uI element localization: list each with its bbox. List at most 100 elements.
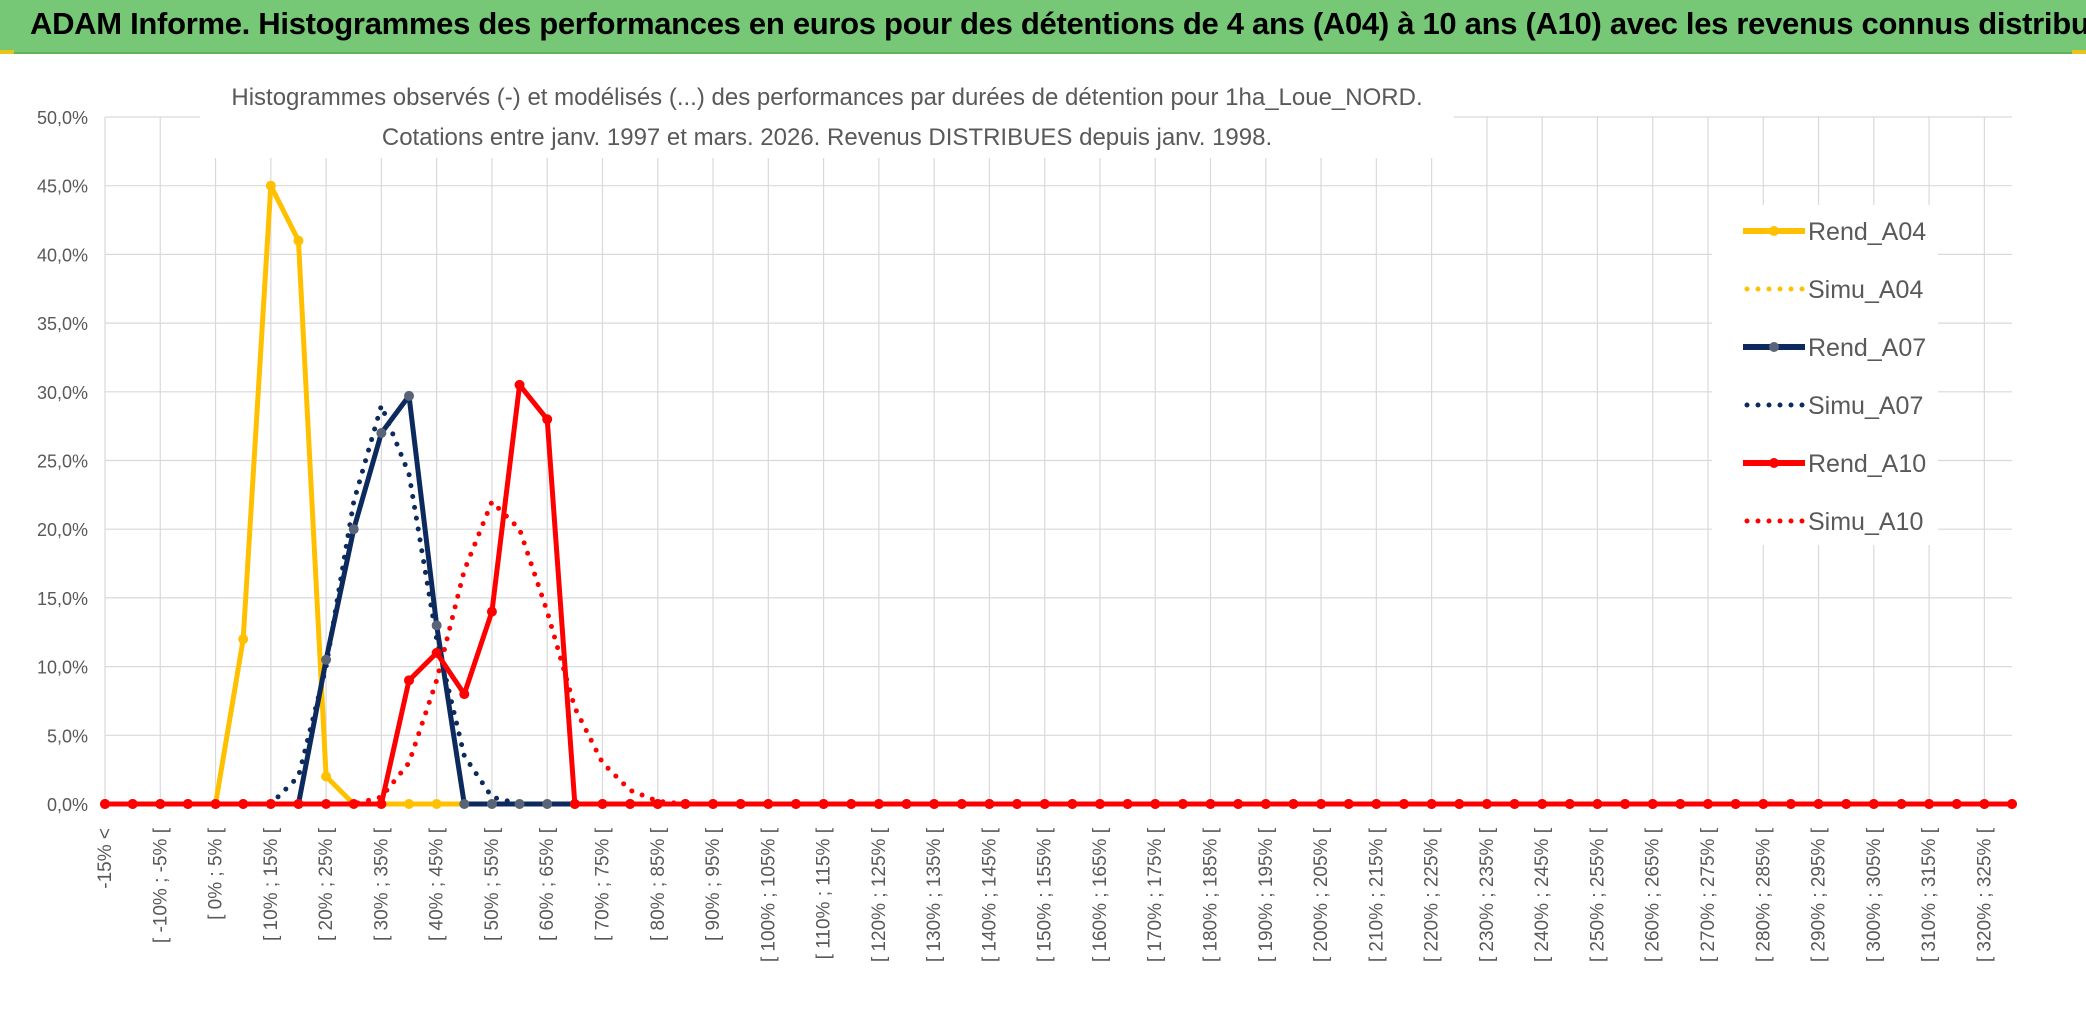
x-tick-label: [ 10% ; 15% [ bbox=[261, 827, 282, 941]
point-rend-a10 bbox=[348, 799, 359, 809]
x-tick-label: [ 270% ; 275% [ bbox=[1698, 827, 1719, 962]
x-tick-label: [ 190% ; 195% [ bbox=[1256, 827, 1277, 962]
point-rend-a10 bbox=[1951, 799, 1962, 809]
point-rend-a07 bbox=[376, 428, 387, 439]
x-tick-label: [ 200% ; 205% [ bbox=[1311, 827, 1332, 962]
point-rend-a10 bbox=[956, 799, 967, 809]
chart-title: Histogrammes observés (-) et modélisés (… bbox=[231, 84, 1422, 111]
point-rend-a10 bbox=[459, 689, 470, 700]
point-rend-a10 bbox=[1620, 799, 1631, 809]
point-rend-a07 bbox=[431, 620, 442, 631]
point-rend-a10 bbox=[1122, 799, 1133, 809]
point-rend-a10 bbox=[763, 799, 774, 809]
point-rend-a10 bbox=[100, 799, 110, 809]
x-tick-label: -15% < bbox=[95, 828, 116, 889]
x-tick-label: [ 150% ; 155% [ bbox=[1035, 827, 1056, 962]
point-rend-a10 bbox=[1647, 799, 1658, 809]
y-tick-label: 0,0% bbox=[47, 795, 88, 815]
x-tick-label: [ 300% ; 305% [ bbox=[1864, 827, 1885, 962]
point-rend-a10 bbox=[210, 799, 221, 809]
series-rend-a10 bbox=[100, 379, 2017, 809]
point-rend-a07 bbox=[348, 524, 359, 535]
x-tick-label: [ 130% ; 135% [ bbox=[924, 827, 945, 962]
point-rend-a10 bbox=[1841, 799, 1852, 809]
y-tick-label: 25,0% bbox=[37, 452, 88, 472]
corner-accent-left bbox=[0, 50, 14, 54]
point-rend-a10 bbox=[1481, 799, 1492, 809]
point-rend-a10 bbox=[1039, 799, 1050, 809]
x-tick-label: [ 20% ; 25% [ bbox=[316, 827, 337, 941]
point-rend-a10 bbox=[1094, 799, 1105, 809]
point-rend-a10 bbox=[1702, 799, 1713, 809]
legend: Rend_A04 Simu_A04 Rend_A07 Simu_A07 Rend_A10… bbox=[1712, 205, 1938, 545]
point-rend-a10 bbox=[1758, 799, 1769, 809]
point-rend-a10 bbox=[1592, 799, 1603, 809]
point-rend-a10 bbox=[2007, 799, 2017, 809]
point-rend-a10 bbox=[1177, 799, 1188, 809]
line-rend-a10 bbox=[105, 382, 2012, 807]
legend-item-simu-a04: Simu_A04 bbox=[1744, 276, 1923, 304]
x-tick-label: [ 280% ; 285% [ bbox=[1753, 827, 1774, 962]
point-rend-a10 bbox=[514, 379, 525, 390]
point-rend-a10 bbox=[1233, 799, 1244, 809]
point-rend-a10 bbox=[873, 799, 884, 809]
legend-item-rend-a07: Rend_A07 bbox=[1743, 334, 1926, 362]
point-rend-a10 bbox=[735, 799, 746, 809]
x-tick-label: [ 0% ; 5% [ bbox=[206, 827, 227, 920]
point-rend-a10 bbox=[1205, 799, 1216, 809]
series-lines bbox=[100, 180, 2017, 809]
legend-item-simu-a07: Simu_A07 bbox=[1744, 392, 1923, 420]
x-tick-label: [ 140% ; 145% [ bbox=[979, 827, 1000, 962]
x-axis-ticks: -15% < [ -10% ; -5% [[ 0% ; 5% [[ 10% ; 1… bbox=[95, 827, 1995, 962]
legend-label: Simu_A10 bbox=[1808, 508, 1923, 536]
y-tick-label: 30,0% bbox=[37, 383, 88, 403]
chart-title-background bbox=[200, 78, 1454, 158]
point-rend-a10 bbox=[542, 414, 553, 425]
point-rend-a10 bbox=[1288, 799, 1299, 809]
point-rend-a10 bbox=[1785, 799, 1796, 809]
y-tick-label: 20,0% bbox=[37, 520, 88, 540]
point-rend-a10 bbox=[1564, 799, 1575, 809]
point-rend-a07 bbox=[404, 390, 415, 401]
x-tick-label: [ 310% ; 315% [ bbox=[1919, 827, 1940, 962]
y-tick-label: 10,0% bbox=[37, 658, 88, 678]
legend-marker bbox=[1769, 342, 1779, 352]
legend-item-rend-a10: Rend_A10 bbox=[1743, 450, 1926, 478]
x-tick-label: [ 170% ; 175% [ bbox=[1145, 827, 1166, 962]
x-tick-label: [ 100% ; 105% [ bbox=[758, 827, 779, 962]
point-rend-a10 bbox=[929, 799, 940, 809]
point-rend-a10 bbox=[1316, 799, 1327, 809]
legend-marker bbox=[1769, 226, 1779, 236]
point-rend-a10 bbox=[1730, 799, 1741, 809]
point-rend-a10 bbox=[238, 799, 249, 809]
x-tick-label: [ 60% ; 65% [ bbox=[537, 827, 558, 941]
point-rend-a10 bbox=[1868, 799, 1879, 809]
point-rend-a04 bbox=[321, 771, 332, 782]
y-tick-label: 40,0% bbox=[37, 245, 88, 265]
banner-title: ADAM Informe. Histogrammes des performan… bbox=[30, 6, 2086, 41]
point-rend-a10 bbox=[1012, 799, 1023, 809]
legend-label: Simu_A07 bbox=[1808, 392, 1923, 420]
point-rend-a10 bbox=[1979, 799, 1990, 809]
point-rend-a10 bbox=[1260, 799, 1271, 809]
x-tick-label: [ 30% ; 35% [ bbox=[371, 827, 392, 941]
point-rend-a10 bbox=[984, 799, 995, 809]
point-rend-a10 bbox=[1398, 799, 1409, 809]
corner-accent-right bbox=[2072, 50, 2086, 54]
point-rend-a10 bbox=[1537, 799, 1548, 809]
point-rend-a07 bbox=[514, 799, 525, 809]
y-tick-label: 45,0% bbox=[37, 177, 88, 197]
point-rend-a07 bbox=[459, 799, 470, 809]
point-rend-a10 bbox=[265, 799, 276, 809]
y-tick-label: 15,0% bbox=[37, 589, 88, 609]
point-rend-a10 bbox=[1896, 799, 1907, 809]
legend-label: Rend_A07 bbox=[1808, 334, 1926, 362]
point-rend-a10 bbox=[486, 606, 497, 617]
legend-label: Simu_A04 bbox=[1808, 276, 1923, 304]
point-rend-a04 bbox=[431, 799, 442, 809]
point-rend-a07 bbox=[321, 654, 332, 665]
x-tick-label: [ 320% ; 325% [ bbox=[1974, 827, 1995, 962]
x-tick-label: [ 240% ; 245% [ bbox=[1532, 827, 1553, 962]
x-tick-label: [ 230% ; 235% [ bbox=[1477, 827, 1498, 962]
